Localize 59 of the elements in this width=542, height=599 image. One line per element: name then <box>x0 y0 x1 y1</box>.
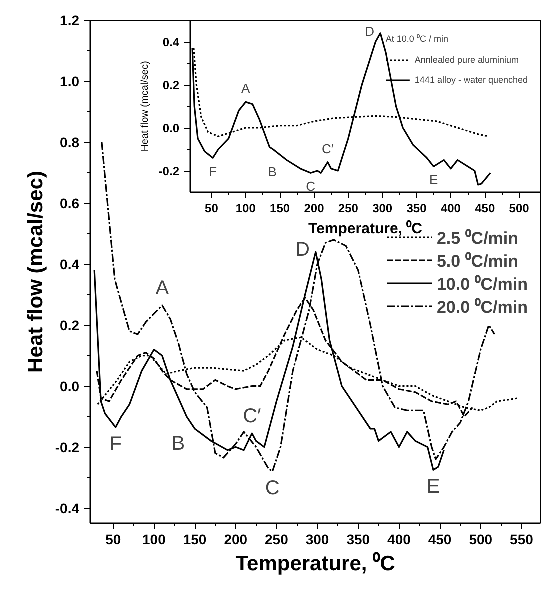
x-tick-label: 50 <box>106 532 122 548</box>
x-tick-label: 300 <box>372 202 393 216</box>
x-tick-label: 250 <box>265 532 289 548</box>
y-tick-label: 1.2 <box>60 12 80 28</box>
y-tick-label: 0.4 <box>60 256 80 272</box>
x-tick-label: 100 <box>142 532 166 548</box>
annotation: F <box>110 433 122 456</box>
y-tick-label: 0.8 <box>60 134 80 150</box>
y-tick-label: 0.0 <box>60 378 80 394</box>
x-tick-label: 200 <box>304 202 325 216</box>
x-axis-title: Temperature, ⁰C <box>236 552 396 576</box>
x-tick-label: 400 <box>388 532 412 548</box>
legend-label: 10.0 ⁰C/min <box>436 274 528 294</box>
x-tick-label: 350 <box>406 202 428 216</box>
x-axis-title: Temperature, ⁰C <box>308 220 423 238</box>
annotation: C <box>265 478 280 500</box>
legend-label: 20.0 ⁰C/min <box>436 296 528 318</box>
x-tick-label: 300 <box>306 532 330 548</box>
x-tick-label: 150 <box>270 202 290 216</box>
x-tick-label: 500 <box>509 202 530 216</box>
legend-label: 2.5 ⁰C/min <box>436 228 519 248</box>
x-tick-label: 250 <box>338 202 359 216</box>
x-tick-label: 200 <box>224 532 248 548</box>
x-tick-label: 400 <box>440 202 462 216</box>
annotation: F <box>209 164 218 180</box>
x-tick-label: 50 <box>205 202 219 216</box>
x-tick-label: 450 <box>428 532 452 548</box>
y-tick-label: -0.2 <box>55 439 80 456</box>
annotation: E <box>430 172 439 188</box>
annotation: A <box>242 81 251 96</box>
annotation: C′ <box>322 141 334 156</box>
y-tick-label: 1.0 <box>60 73 80 90</box>
y-tick-label: 0.0 <box>162 122 180 136</box>
x-tick-label: 550 <box>510 532 534 548</box>
x-tick-label: 500 <box>469 532 493 548</box>
annotation: B <box>268 164 277 180</box>
y-tick-label: 0.2 <box>60 317 80 334</box>
legend-label: 5.0 ⁰C/min <box>436 250 519 272</box>
annotation: C′ <box>243 406 262 428</box>
y-tick-label: -0.4 <box>55 500 80 516</box>
y-tick-label: 0.2 <box>162 78 180 92</box>
legend-label: Annlealed pure aluminium <box>414 54 519 66</box>
y-tick-label: 0.6 <box>60 195 80 212</box>
annotation: D <box>365 24 375 39</box>
x-tick-label: 350 <box>346 532 370 548</box>
y-tick-label: -0.2 <box>158 164 180 178</box>
legend-label: 1441 alloy - water quenched <box>414 74 528 86</box>
y-tick-label: 0.4 <box>162 36 180 50</box>
x-tick-label: 100 <box>236 202 256 216</box>
annotation: C <box>306 179 316 194</box>
annotation: A <box>156 278 170 300</box>
y-axis-title: Heat flow (mcal/sec) <box>24 171 48 373</box>
annotation: E <box>426 476 440 498</box>
annotation: B <box>172 432 186 455</box>
y-axis-title: Heat flow (mcal/sec) <box>140 61 151 152</box>
legend-title: At 10.0 ⁰C / min <box>386 33 450 45</box>
x-tick-label: 150 <box>183 532 207 548</box>
x-tick-label: 450 <box>475 202 496 216</box>
annotation: D <box>295 239 310 262</box>
